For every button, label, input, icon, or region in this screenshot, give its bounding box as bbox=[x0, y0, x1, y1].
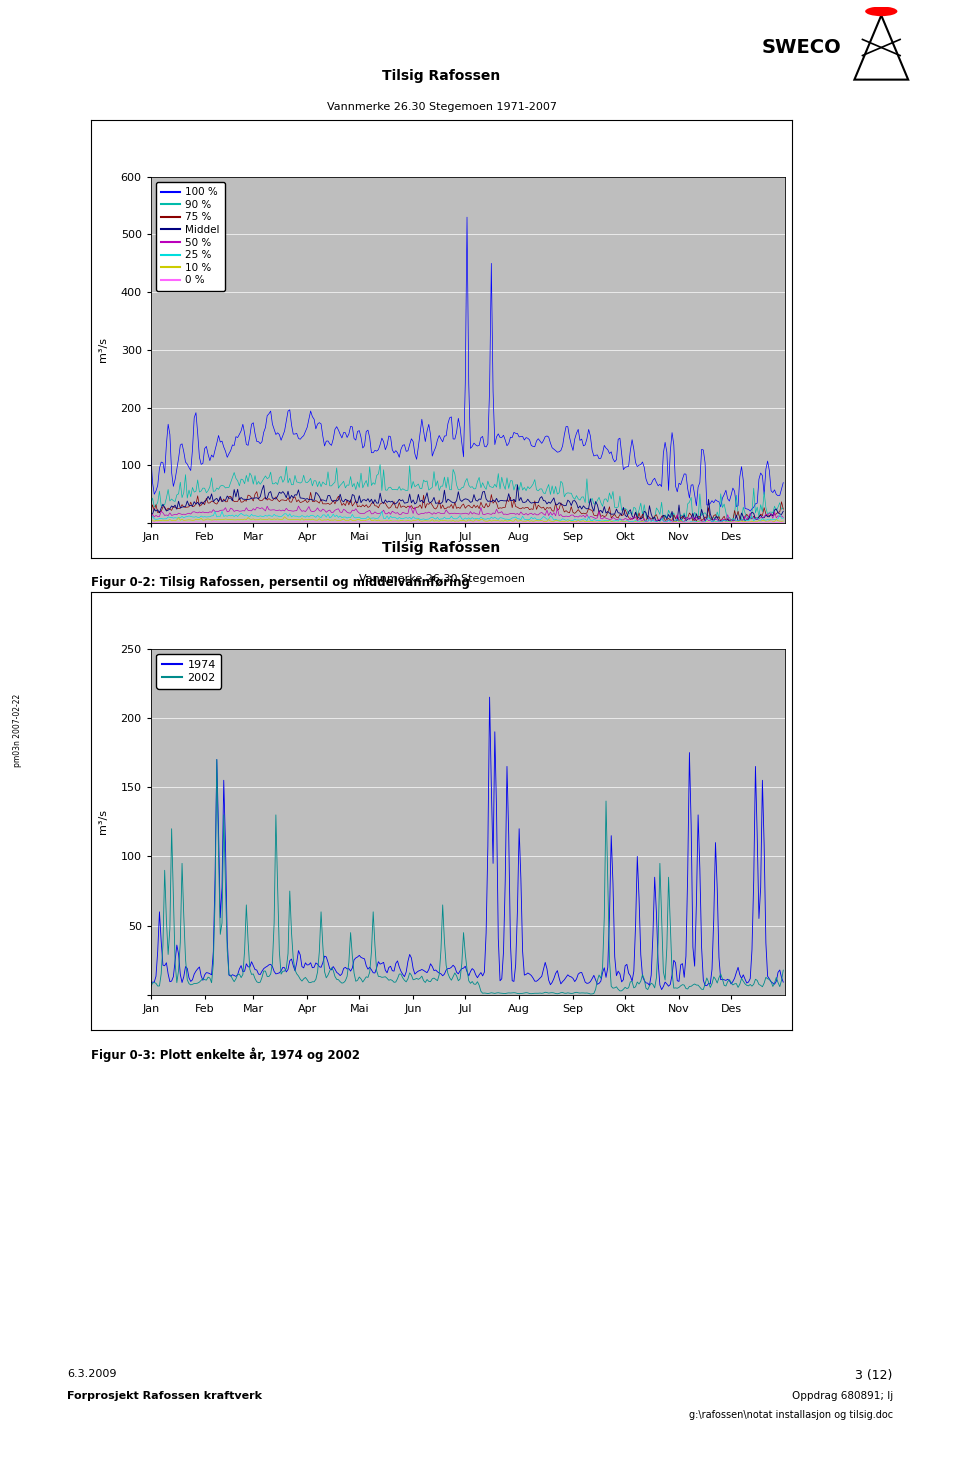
Text: Figur 0-3: Plott enkelte år, 1974 og 2002: Figur 0-3: Plott enkelte år, 1974 og 200… bbox=[91, 1048, 360, 1062]
Text: SWECO: SWECO bbox=[761, 38, 841, 57]
Text: Vannmerke 26.30 Stegemoen 1971-2007: Vannmerke 26.30 Stegemoen 1971-2007 bbox=[326, 102, 557, 112]
Text: Oppdrag 680891; lj: Oppdrag 680891; lj bbox=[792, 1391, 893, 1401]
Text: 3 (12): 3 (12) bbox=[855, 1369, 893, 1382]
Legend: 100 %, 90 %, 75 %, Middel, 50 %, 25 %, 10 %, 0 %: 100 %, 90 %, 75 %, Middel, 50 %, 25 %, 1… bbox=[156, 183, 225, 291]
Text: pm03n 2007-02-22: pm03n 2007-02-22 bbox=[12, 694, 22, 767]
Text: Forprosjekt Rafossen kraftverk: Forprosjekt Rafossen kraftverk bbox=[67, 1391, 262, 1401]
Text: g:\rafossen\notat installasjon og tilsig.doc: g:\rafossen\notat installasjon og tilsig… bbox=[688, 1410, 893, 1420]
Legend: 1974, 2002: 1974, 2002 bbox=[156, 655, 222, 688]
Text: Tilsig Rafossen: Tilsig Rafossen bbox=[382, 541, 501, 555]
Circle shape bbox=[865, 6, 898, 16]
Text: Vannmerke 26.30 Stegemoen: Vannmerke 26.30 Stegemoen bbox=[359, 574, 524, 584]
Text: m³/s: m³/s bbox=[98, 337, 108, 362]
Text: Tilsig Rafossen: Tilsig Rafossen bbox=[382, 69, 501, 83]
Text: m³/s: m³/s bbox=[98, 809, 108, 834]
Text: 6.3.2009: 6.3.2009 bbox=[67, 1369, 117, 1379]
Text: Figur 0-2: Tilsig Rafossen, persentil og middelvannføring: Figur 0-2: Tilsig Rafossen, persentil og… bbox=[91, 576, 470, 589]
